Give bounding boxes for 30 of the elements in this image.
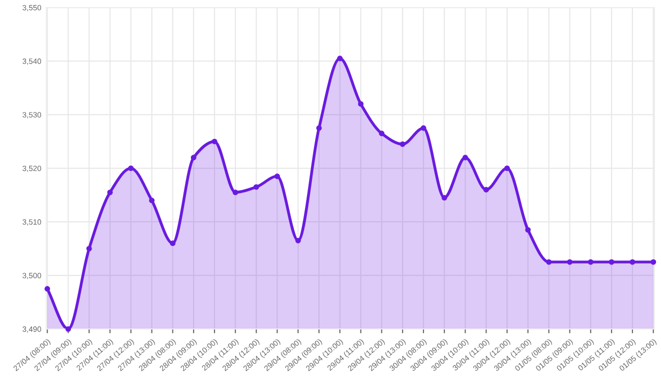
point bbox=[107, 190, 113, 196]
point bbox=[566, 259, 573, 265]
point bbox=[316, 125, 322, 131]
point bbox=[65, 326, 71, 332]
point bbox=[295, 238, 301, 244]
point bbox=[650, 259, 656, 265]
point bbox=[378, 130, 384, 136]
point bbox=[630, 259, 636, 265]
point bbox=[212, 138, 218, 144]
point bbox=[149, 198, 155, 204]
point bbox=[400, 141, 406, 147]
point bbox=[420, 125, 426, 131]
point bbox=[483, 186, 489, 192]
point bbox=[442, 194, 448, 201]
point bbox=[170, 240, 176, 246]
point bbox=[504, 165, 510, 172]
point bbox=[128, 165, 134, 172]
point bbox=[86, 246, 92, 252]
point bbox=[588, 259, 594, 265]
point bbox=[232, 190, 238, 196]
point bbox=[337, 56, 343, 62]
point bbox=[274, 174, 280, 180]
point bbox=[190, 154, 196, 160]
point bbox=[608, 259, 614, 265]
point bbox=[44, 286, 50, 292]
point bbox=[546, 259, 552, 265]
point bbox=[462, 154, 468, 160]
point bbox=[358, 101, 364, 107]
point bbox=[254, 184, 260, 190]
point bbox=[525, 227, 531, 233]
